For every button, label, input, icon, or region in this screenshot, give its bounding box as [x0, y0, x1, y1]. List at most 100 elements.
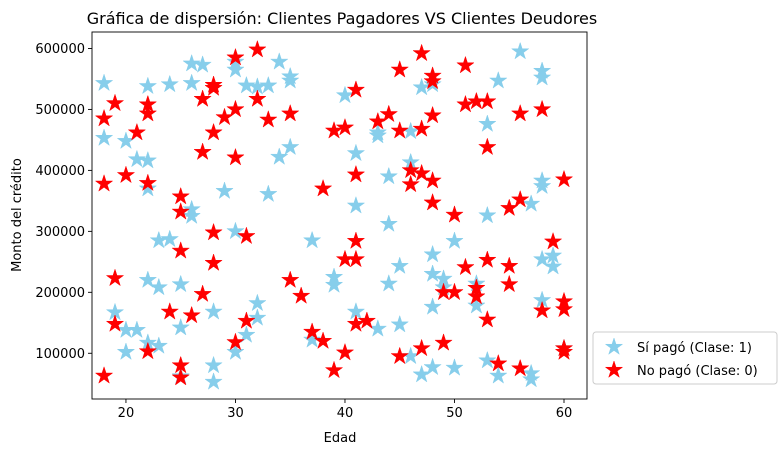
data-point-unpaid-32 — [237, 226, 256, 245]
data-point-paid-81 — [488, 70, 508, 89]
data-point-unpaid-43 — [324, 120, 344, 139]
data-point-paid-24 — [182, 206, 201, 225]
data-point-unpaid-94 — [554, 169, 574, 188]
data-point-paid-10 — [138, 178, 158, 197]
data-point-unpaid-50 — [346, 231, 366, 250]
data-point-unpaid-79 — [467, 286, 486, 305]
data-point-unpaid-74 — [456, 55, 475, 74]
data-point-paid-17 — [160, 229, 180, 248]
data-point-unpaid-84 — [488, 353, 508, 372]
data-point-unpaid-45 — [335, 117, 355, 136]
data-point-unpaid-53 — [357, 311, 377, 329]
data-point-unpaid-31 — [226, 332, 245, 351]
data-point-unpaid-23 — [204, 78, 223, 97]
data-point-unpaid-17 — [171, 367, 191, 386]
y-tick-label-5: 600000 — [35, 42, 85, 57]
data-point-paid-31 — [226, 59, 245, 78]
data-point-unpaid-57 — [390, 120, 410, 139]
data-point-unpaid-4 — [105, 268, 125, 287]
data-point-unpaid-19 — [193, 89, 212, 107]
data-point-unpaid-6 — [116, 165, 136, 184]
y-axis-label: Monto del crédito — [10, 158, 25, 272]
data-point-paid-7 — [127, 320, 147, 339]
data-point-paid-68 — [423, 244, 442, 263]
data-point-unpaid-93 — [543, 231, 563, 250]
data-point-paid-29 — [215, 181, 234, 200]
data-point-paid-71 — [423, 357, 442, 376]
data-point-paid-40 — [258, 184, 278, 203]
data-point-unpaid-92 — [532, 300, 552, 319]
x-axis: 20 30 40 50 60 — [118, 399, 572, 421]
data-point-paid-45 — [280, 137, 300, 156]
y-tick-label-2: 300000 — [35, 225, 85, 240]
y-tick-label-4: 500000 — [35, 103, 85, 118]
data-point-paid-6 — [127, 149, 147, 168]
data-point-unpaid-86 — [499, 256, 519, 275]
data-point-unpaid-98 — [554, 342, 574, 360]
data-point-unpaid-59 — [401, 160, 421, 179]
data-point-unpaid-52 — [346, 314, 366, 332]
data-point-paid-46 — [302, 230, 322, 249]
data-point-paid-28 — [204, 372, 223, 390]
data-point-unpaid-48 — [346, 80, 366, 98]
data-point-unpaid-89 — [510, 189, 530, 208]
data-point-unpaid-34 — [248, 39, 267, 58]
plot-frame — [91, 31, 588, 400]
data-point-unpaid-38 — [280, 270, 300, 289]
data-point-unpaid-69 — [423, 192, 442, 211]
data-point-paid-51 — [346, 143, 366, 162]
data-point-unpaid-62 — [412, 119, 431, 137]
legend-marker-paid — [604, 337, 624, 355]
data-point-paid-78 — [478, 114, 497, 132]
data-point-paid-94 — [543, 256, 563, 275]
data-point-paid-37 — [248, 293, 267, 312]
data-point-paid-15 — [149, 336, 169, 354]
data-point-unpaid-33 — [237, 311, 256, 329]
data-point-paid-22 — [182, 73, 201, 92]
y-tick-label-1: 200000 — [35, 286, 85, 301]
plot-marks — [94, 39, 574, 390]
data-point-paid-3 — [116, 131, 136, 150]
data-point-paid-79 — [478, 205, 497, 224]
data-point-paid-82 — [488, 366, 508, 384]
data-point-paid-27 — [204, 355, 223, 374]
data-point-paid-41 — [269, 52, 289, 70]
data-point-paid-47 — [302, 330, 322, 348]
data-point-paid-83 — [510, 41, 530, 60]
data-point-paid-75 — [445, 358, 464, 376]
data-point-unpaid-11 — [138, 341, 158, 360]
data-point-paid-26 — [204, 302, 223, 320]
data-point-paid-8 — [138, 76, 158, 95]
data-point-unpaid-5 — [105, 314, 125, 332]
data-point-unpaid-55 — [379, 104, 399, 123]
data-point-paid-69 — [423, 264, 442, 282]
legend-star-unpaid — [604, 360, 624, 378]
data-point-unpaid-13 — [171, 186, 191, 205]
data-point-unpaid-61 — [412, 43, 431, 62]
data-point-unpaid-83 — [478, 309, 497, 328]
data-point-unpaid-42 — [313, 331, 333, 350]
data-point-unpaid-0 — [94, 108, 114, 127]
data-point-unpaid-28 — [226, 47, 245, 66]
data-point-unpaid-44 — [324, 360, 344, 379]
data-point-unpaid-24 — [204, 122, 223, 141]
data-point-unpaid-56 — [390, 59, 410, 78]
data-point-unpaid-47 — [335, 342, 355, 361]
data-point-paid-60 — [390, 256, 410, 275]
data-point-paid-19 — [171, 317, 191, 336]
x-tick-label-3: 50 — [446, 406, 463, 421]
legend-marker-unpaid — [604, 360, 624, 378]
data-point-unpaid-3 — [105, 93, 125, 112]
data-point-paid-4 — [116, 342, 136, 360]
data-point-paid-33 — [226, 342, 245, 360]
data-point-unpaid-20 — [193, 142, 212, 161]
data-point-paid-16 — [160, 74, 180, 93]
data-point-unpaid-35 — [248, 89, 267, 107]
legend-frame — [592, 331, 778, 385]
data-point-paid-35 — [237, 325, 256, 343]
data-point-paid-80 — [478, 350, 497, 369]
data-point-unpaid-96 — [554, 299, 574, 318]
data-point-unpaid-73 — [445, 282, 464, 301]
data-point-paid-11 — [138, 270, 158, 289]
